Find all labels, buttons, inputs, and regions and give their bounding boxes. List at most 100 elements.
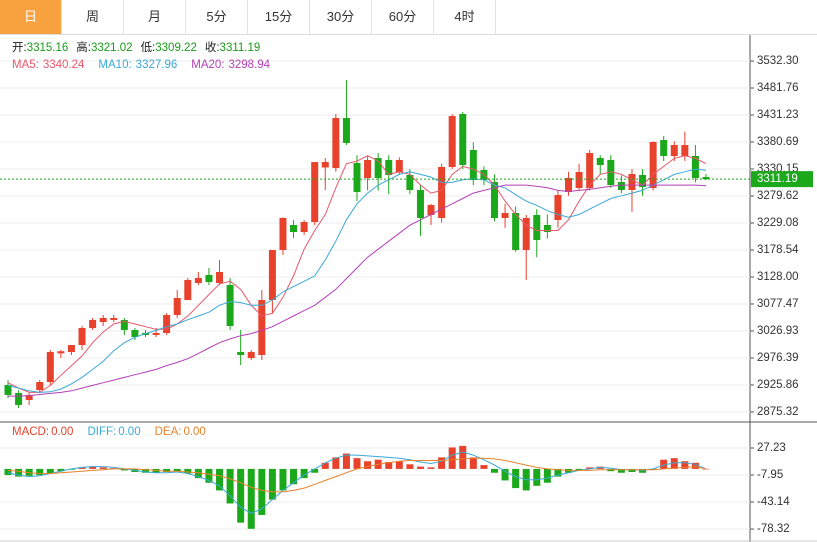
candle-body [290,225,298,233]
macd-bar [99,467,107,469]
candle-body [321,162,329,168]
macd-bar [660,459,668,469]
candle-body [173,298,181,316]
candle-body [268,250,276,301]
candle-body [205,275,213,282]
candle-body [438,166,446,219]
period-tab[interactable]: 15分 [248,0,310,34]
candle-body [163,315,171,334]
candle-body [364,159,372,179]
candle-body [607,159,615,185]
macd-bar [554,468,562,477]
candle-body [258,300,266,356]
period-tab[interactable]: 日 [0,0,62,34]
period-tab[interactable]: 30分 [310,0,372,34]
legend-text: 收: [205,40,220,54]
candle-body [216,272,224,284]
candle-body [427,205,435,216]
macd-bar [406,464,414,469]
candle-body [99,318,107,323]
candle-body [702,177,710,180]
macd-bar [469,457,477,469]
y-tick-label: 3178.54 [757,244,799,256]
candle-body [416,190,424,219]
candle-body [533,215,541,241]
candle-body [131,330,139,338]
macd-bar [226,468,234,504]
candle-body [691,155,699,179]
candle-body [353,162,361,192]
macd-bar [141,468,149,473]
legend-text: 0.00 [183,426,205,438]
legend-text: MA5: [12,59,39,71]
candle-body [596,158,604,166]
macd-bar [321,462,329,469]
y-tick-label: 2875.32 [757,406,799,418]
macd-bar [691,462,699,469]
macd-bar [395,461,403,469]
legend-text: MA20: [191,59,224,71]
candle-body [639,175,647,188]
ma-line [8,184,707,397]
legend-text: 高: [76,40,91,54]
candle-body [78,327,86,346]
last-price-tag [751,171,813,188]
macd-bar [46,468,54,474]
macd-bar [311,468,319,473]
macd-bar [490,468,498,473]
period-tabs: 日周月 5分 15分 30分 60分 4时 [0,0,817,35]
macd-bar [342,453,350,469]
macd-bar [480,465,488,469]
candle-body [501,212,509,219]
macd-bar [628,468,636,472]
period-tab[interactable]: 月 [124,0,186,34]
candle-body [15,392,23,405]
macd-bar [501,468,509,481]
legend-text: 低: [141,41,156,54]
y-tick-label: 3026.93 [757,325,799,337]
candle-body [469,150,477,181]
candle-body [395,159,403,173]
candle-body [247,352,255,359]
candle-body [237,352,245,356]
macd-bar [184,468,192,474]
candle-body [311,162,319,223]
macd-bar [237,468,245,523]
candle-body [46,352,54,382]
macd-bar [268,468,276,500]
y-tick-label: 3279.62 [757,190,799,202]
period-tab[interactable]: 60分 [372,0,434,34]
candle-body [110,318,118,320]
period-tab[interactable]: 5分 [186,0,248,34]
candle-body [120,319,128,331]
macd-bar [247,468,255,529]
candle-body [628,173,636,191]
candle-body [67,345,75,353]
macd-bar [89,466,97,469]
macd-bar [702,468,710,470]
y-tick-label: 3229.08 [757,217,799,229]
candle-body [300,222,308,233]
period-tab[interactable]: 周 [62,0,124,34]
macd-bar [448,447,456,469]
y-tick-label: 2925.86 [757,379,799,391]
candle-body [36,381,44,391]
period-tab[interactable]: 4时 [434,0,496,34]
candle-body [226,284,234,327]
candle-body [543,225,551,233]
macd-bar [543,468,551,483]
macd-bar [617,468,625,473]
candle-body [586,153,594,188]
legend-text: 3298.94 [229,59,271,71]
ma-line [7,168,707,393]
macd-bar [533,468,541,486]
legend-text: 3340.24 [43,59,85,71]
y-tick-label: 3532.30 [757,55,799,67]
legend-text: 0.00 [51,426,73,438]
candle-body [374,158,382,179]
candle-body [490,182,498,219]
candle-body [4,384,12,395]
macd-bar [173,468,181,472]
y-tick-label: 27.23 [757,442,786,454]
